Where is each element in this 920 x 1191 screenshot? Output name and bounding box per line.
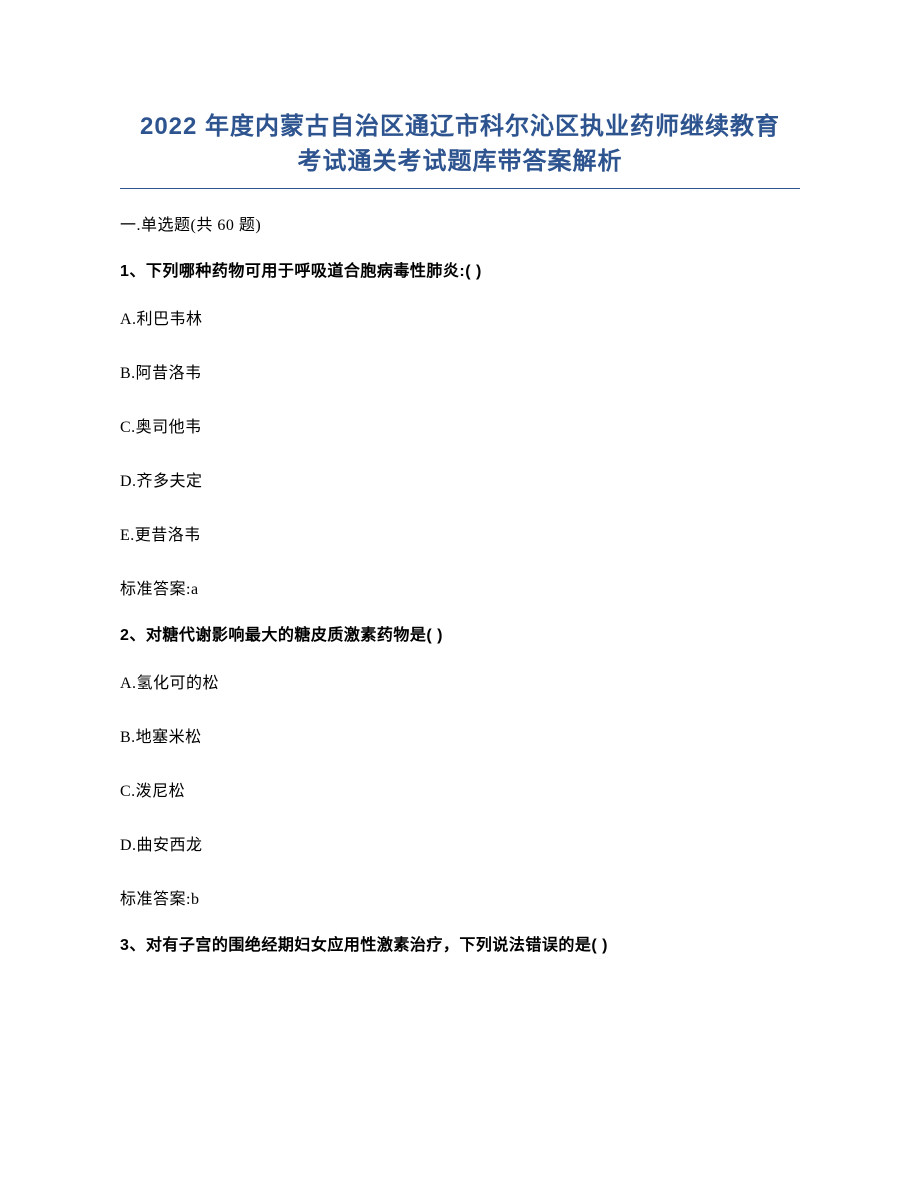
question-option: B.阿昔洛韦 <box>120 359 800 383</box>
question-stem: 3、对有子宫的围绝经期妇女应用性激素治疗，下列说法错误的是( ) <box>120 931 800 955</box>
title-line-2: 考试通关考试题库带答案解析 <box>298 148 623 175</box>
document-page: 2022 年度内蒙古自治区通辽市科尔沁区执业药师继续教育 考试通关考试题库带答案… <box>0 0 920 955</box>
question-option: C.泼尼松 <box>120 777 800 801</box>
question-option: B.地塞米松 <box>120 723 800 747</box>
question-option: A.氢化可的松 <box>120 669 800 693</box>
title-line-1: 2022 年度内蒙古自治区通辽市科尔沁区执业药师继续教育 <box>140 113 780 140</box>
question-stem: 1、下列哪种药物可用于呼吸道合胞病毒性肺炎:( ) <box>120 257 800 281</box>
question-option: D.齐多夫定 <box>120 467 800 491</box>
section-heading: 一.单选题(共 60 题) <box>120 211 800 235</box>
document-title: 2022 年度内蒙古自治区通辽市科尔沁区执业药师继续教育 考试通关考试题库带答案… <box>120 110 800 180</box>
question-option: C.奥司他韦 <box>120 413 800 437</box>
question-option: A.利巴韦林 <box>120 305 800 329</box>
title-rule <box>120 188 800 189</box>
question-stem: 2、对糖代谢影响最大的糖皮质激素药物是( ) <box>120 621 800 645</box>
question-option: E.更昔洛韦 <box>120 521 800 545</box>
question-answer: 标准答案:a <box>120 575 800 599</box>
question-answer: 标准答案:b <box>120 885 800 909</box>
question-option: D.曲安西龙 <box>120 831 800 855</box>
